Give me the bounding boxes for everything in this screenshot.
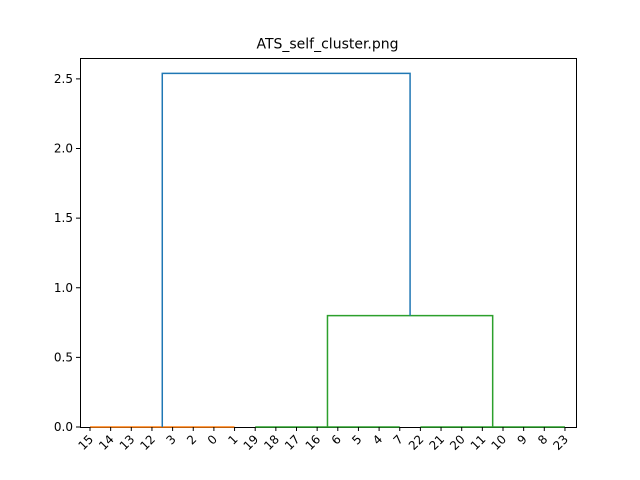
plot-frame <box>80 58 577 428</box>
chart-title: ATS_self_cluster.png <box>256 37 398 53</box>
x-tick-label-7: 7 <box>391 432 406 447</box>
x-tick-label-17: 17 <box>282 432 303 453</box>
x-tick-label-8: 8 <box>535 432 550 447</box>
x-tick-label-16: 16 <box>303 432 324 453</box>
y-tick-label-2: 1.0 <box>54 281 73 295</box>
x-tick-label-11: 11 <box>468 432 489 453</box>
y-tick-label-0: 0.0 <box>54 420 73 434</box>
y-tick-label-4: 2.0 <box>54 142 73 156</box>
x-tick-label-13: 13 <box>117 432 138 453</box>
x-tick-label-22: 22 <box>406 432 427 453</box>
y-tick-label-1: 0.5 <box>54 350 73 364</box>
x-tick-label-12: 12 <box>137 432 158 453</box>
x-tick-label-9: 9 <box>514 432 529 447</box>
y-tick-label-3: 1.5 <box>54 211 73 225</box>
x-tick-label-10: 10 <box>488 432 509 453</box>
x-tick-label-3: 3 <box>163 432 178 447</box>
y-axis: 0.0 0.5 1.0 1.5 2.0 2.5 <box>54 72 80 434</box>
x-axis: 15 14 13 12 3 2 0 1 19 18 17 16 6 5 4 7 22 21 20 11 10 9 8 23 <box>75 427 571 453</box>
x-tick-label-4: 4 <box>370 432 385 447</box>
x-tick-label-20: 20 <box>447 432 468 453</box>
x-tick-label-5: 5 <box>349 432 364 447</box>
x-tick-label-19: 19 <box>241 432 262 453</box>
x-tick-label-6: 6 <box>329 432 344 447</box>
x-tick-label-1: 1 <box>225 432 240 447</box>
x-tick-label-21: 21 <box>426 432 447 453</box>
x-tick-label-18: 18 <box>261 432 282 453</box>
x-tick-label-23: 23 <box>550 432 571 453</box>
x-tick-label-2: 2 <box>184 432 199 447</box>
dendrogram-link-0 <box>326 314 494 427</box>
x-tick-label-0: 0 <box>205 432 220 447</box>
link-layer <box>90 72 565 428</box>
x-tick-label-15: 15 <box>75 432 96 453</box>
dendrogram-link-1 <box>161 72 411 427</box>
y-tick-label-5: 2.5 <box>54 72 73 86</box>
x-tick-label-14: 14 <box>96 432 117 453</box>
